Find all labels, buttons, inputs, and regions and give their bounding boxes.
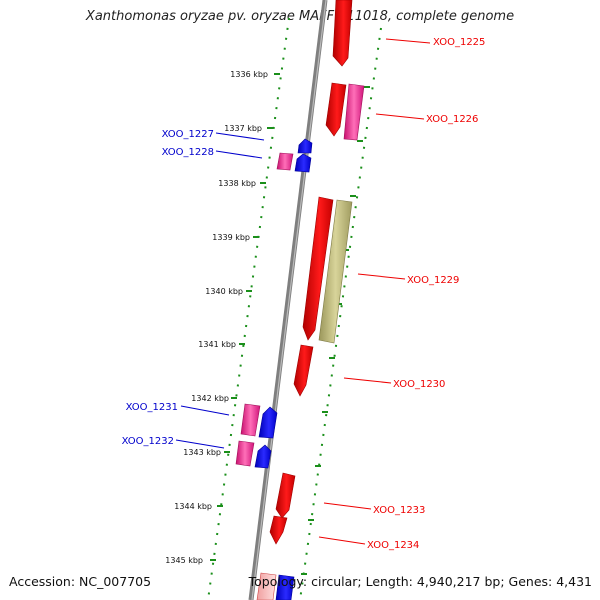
minus-strand-scale bbox=[207, 17, 290, 600]
gene-label-xoo-1226[interactable]: XOO_1226 bbox=[426, 114, 478, 125]
gene-label-xoo-1231[interactable]: XOO_1231 bbox=[126, 402, 178, 413]
gene-arrow-xoo-1234[interactable] bbox=[269, 515, 288, 545]
gene-label-xoo-1228[interactable]: XOO_1228 bbox=[162, 147, 214, 158]
gene-arrow-xoo-1226-a[interactable] bbox=[325, 82, 347, 137]
accession-text: Accession: NC_007705 bbox=[9, 574, 152, 589]
gene-arrow-xoo-1231-b[interactable] bbox=[258, 406, 278, 439]
scale-tick-label: 1339 kbp bbox=[212, 233, 250, 242]
gene-label-xoo-1225[interactable]: XOO_1225 bbox=[433, 37, 485, 48]
scale-tick-label: 1343 kbp bbox=[183, 448, 221, 457]
scale-tick-1343: 1343 kbp bbox=[183, 448, 321, 467]
plus-strand-scale bbox=[299, 27, 382, 600]
scale-tick-1337: 1337 kbp bbox=[224, 124, 363, 142]
gene-arrow-xoo-1226-b[interactable] bbox=[343, 83, 365, 141]
gene-arrow-xoo-1228-b[interactable] bbox=[294, 153, 312, 173]
scale-tick-label: 1337 kbp bbox=[224, 124, 262, 133]
gene-arrow-xoo-1230[interactable] bbox=[293, 344, 314, 397]
genome-backbone-highlight bbox=[251, 0, 327, 600]
gene-label-xoo-1234[interactable]: XOO_1234 bbox=[367, 540, 419, 551]
gene-arrow-xoo-1232-a[interactable] bbox=[235, 440, 255, 467]
scale-tick-1341: 1341 kbp bbox=[198, 340, 335, 359]
scale-tick-1340: 1340 kbp bbox=[205, 287, 342, 305]
scale-tick-1342: 1342 kbp bbox=[191, 394, 328, 413]
gene-arrow-bottom-red[interactable] bbox=[256, 572, 277, 600]
scale-tick-1344: 1344 kbp bbox=[174, 502, 314, 521]
gene-arrow-xoo-1232-b[interactable] bbox=[254, 444, 272, 469]
gene-leader-lines bbox=[175, 38, 431, 545]
gene-arrow-xoo-1233[interactable] bbox=[275, 472, 296, 519]
scale-tick-1336: 1336 kbp bbox=[230, 70, 370, 88]
scale-tick-1345: 1345 kbp bbox=[165, 556, 307, 575]
map-title: Xanthomonas oryzae pv. oryzae MAFF 31101… bbox=[85, 9, 515, 24]
gene-arrow-xoo-1228-a[interactable] bbox=[276, 152, 294, 171]
gene-label-xoo-1227[interactable]: XOO_1227 bbox=[162, 129, 214, 140]
scale-tick-label: 1344 kbp bbox=[174, 502, 212, 511]
gene-label-xoo-1233[interactable]: XOO_1233 bbox=[373, 505, 425, 516]
scale-tick-1339: 1339 kbp bbox=[212, 233, 349, 251]
gene-arrow-xoo-1229-a[interactable] bbox=[302, 196, 334, 341]
scale-tick-label: 1340 kbp bbox=[205, 287, 243, 296]
gene-arrow-xoo-1225[interactable] bbox=[332, 0, 353, 67]
scale-tick-label: 1342 kbp bbox=[191, 394, 229, 403]
genome-backbone bbox=[248, 0, 328, 600]
scale-tick-label: 1338 kbp bbox=[218, 179, 256, 188]
genome-summary-text: Topology: circular; Length: 4,940,217 bp… bbox=[248, 574, 592, 589]
gene-arrow-xoo-1229-b[interactable] bbox=[318, 199, 353, 344]
gene-label-xoo-1230[interactable]: XOO_1230 bbox=[393, 379, 445, 390]
gene-arrow-xoo-1227[interactable] bbox=[297, 138, 313, 154]
gene-arrow-xoo-1231-a[interactable] bbox=[240, 403, 261, 437]
gene-label-xoo-1229[interactable]: XOO_1229 bbox=[407, 275, 459, 286]
scale-tick-label: 1336 kbp bbox=[230, 70, 268, 79]
gene-label-xoo-1232[interactable]: XOO_1232 bbox=[122, 436, 174, 447]
scale-tick-label: 1341 kbp bbox=[198, 340, 236, 349]
scale-tick-1338: 1338 kbp bbox=[218, 179, 356, 197]
gene-arrow-bottom-blue[interactable] bbox=[275, 574, 295, 600]
scale-tick-label: 1345 kbp bbox=[165, 556, 203, 565]
